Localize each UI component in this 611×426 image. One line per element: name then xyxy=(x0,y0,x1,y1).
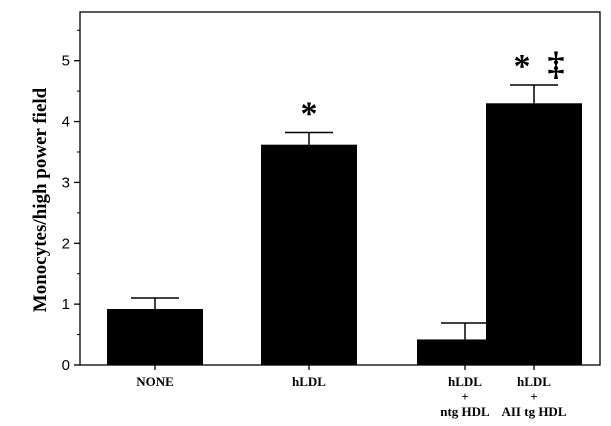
y-axis-title-group: Monocytes/high power field xyxy=(30,87,51,312)
annotations: * * ‡ xyxy=(301,46,565,132)
significance-double-dagger: ‡ xyxy=(548,46,565,83)
bar xyxy=(486,103,582,366)
x-tick-label: + xyxy=(461,389,468,404)
y-tick-label: 0 xyxy=(62,357,70,374)
significance-star: * xyxy=(514,48,531,85)
y-axis-title: Monocytes/high power field xyxy=(30,87,51,312)
x-tick-label: ntg HDL xyxy=(440,404,490,419)
x-tick-label: + xyxy=(530,389,537,404)
x-tick-label: hLDL xyxy=(517,374,551,389)
x-tick-label: AII tg HDL xyxy=(501,404,566,419)
y-tick-label: 2 xyxy=(62,235,70,252)
y-tick-label: 5 xyxy=(62,53,70,70)
x-tick-label: NONE xyxy=(136,374,174,389)
y-tick-label: 3 xyxy=(62,174,70,191)
bar xyxy=(107,309,203,365)
bar xyxy=(261,144,357,365)
bars xyxy=(107,84,582,366)
y-tick-label: 4 xyxy=(62,114,70,131)
y-tick-label: 1 xyxy=(62,296,70,313)
significance-star: * xyxy=(301,96,318,133)
x-tick-label: hLDL xyxy=(448,374,482,389)
x-tick-label: hLDL xyxy=(292,374,326,389)
